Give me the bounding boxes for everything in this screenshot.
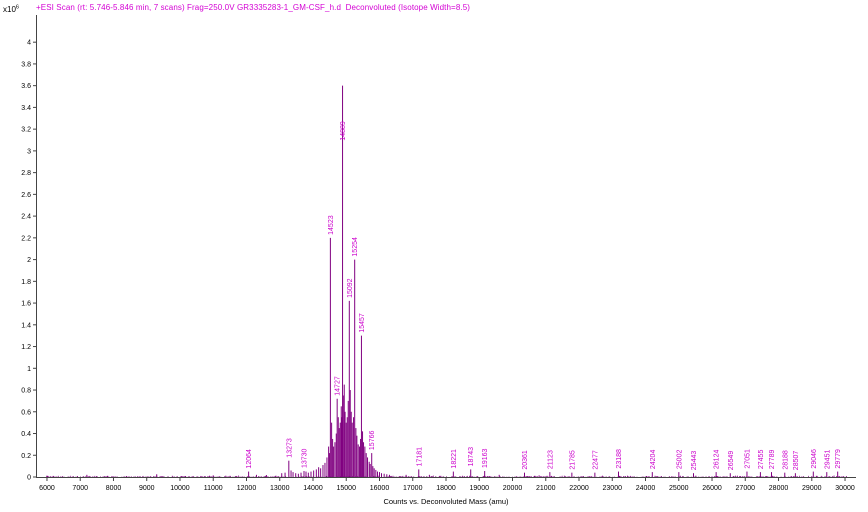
y-axis-unit-exponent: 6 <box>15 4 19 11</box>
y-tick-label: 0.2 <box>21 453 31 460</box>
peak-label: 14727 <box>335 376 342 396</box>
peak-label: 22477 <box>592 450 599 470</box>
x-tick-label: 9000 <box>139 485 155 492</box>
y-axis-ticks: 0 0.2 0.4 0.6 0.8 1 1.2 1.4 1.6 1.8 2 2.2 2.4 2.6 2.8 3… <box>21 40 36 482</box>
peak-label: 27455 <box>758 450 765 470</box>
x-tick-label: 16000 <box>370 485 390 492</box>
chart-title: +ESI Scan (rt: 5.746-5.846 min, 7 scans)… <box>36 3 471 12</box>
peak-label: 26549 <box>728 451 735 471</box>
peak-label: 27789 <box>769 450 776 470</box>
peak-label: 17181 <box>416 447 423 467</box>
y-tick-label: 0.4 <box>21 431 31 438</box>
y-tick-label: 1.8 <box>21 279 31 286</box>
x-tick-label: 11000 <box>204 485 223 492</box>
x-tick-label: 30000 <box>835 485 855 492</box>
x-tick-label: 25000 <box>669 485 689 492</box>
x-tick-label: 12000 <box>237 485 257 492</box>
labeled-peaks <box>248 85 839 477</box>
x-tick-label: 22000 <box>569 485 589 492</box>
peak-label: 14889 <box>340 121 347 141</box>
peak-label: 21123 <box>547 450 554 469</box>
peak-label: 12064 <box>246 449 253 469</box>
baseline-noise <box>46 475 847 477</box>
peak-label: 25002 <box>676 450 683 470</box>
y-tick-label: 2.2 <box>21 235 31 242</box>
peak-label: 15457 <box>359 313 366 333</box>
y-tick-label: 2.8 <box>21 170 31 177</box>
peak-label: 19163 <box>482 448 489 468</box>
x-tick-label: 24000 <box>636 485 656 492</box>
axes <box>36 15 856 478</box>
x-tick-label: 20000 <box>503 485 523 492</box>
peak-label: 29779 <box>835 449 842 469</box>
x-axis-title: Counts vs. Deconvoluted Mass (amu) <box>383 497 509 506</box>
peak-label: 14523 <box>328 215 335 235</box>
peak-label: 23188 <box>616 449 623 469</box>
y-tick-label: 1.2 <box>21 344 31 351</box>
x-tick-label: 27000 <box>736 485 756 492</box>
x-tick-label: 26000 <box>702 485 722 492</box>
peak-label: 28188 <box>782 450 789 470</box>
peak-label: 26124 <box>714 450 721 470</box>
y-tick-label: 3.4 <box>21 105 31 112</box>
y-tick-label: 1.6 <box>21 301 31 308</box>
peak-label: 15092 <box>347 278 354 298</box>
y-tick-label: 0 <box>27 475 31 482</box>
y-tick-label: 3 <box>27 148 31 155</box>
peak-label: 29046 <box>811 449 818 469</box>
x-tick-label: 7000 <box>72 485 88 492</box>
peak-label: 24204 <box>650 450 657 470</box>
peak-label: 18743 <box>468 447 475 467</box>
y-tick-label: 3.2 <box>21 127 31 134</box>
peak-label: 27051 <box>744 449 751 469</box>
x-tick-label: 17000 <box>403 485 423 492</box>
x-tick-label: 21000 <box>536 485 556 492</box>
y-tick-label: 2.4 <box>21 214 31 221</box>
y-tick-label: 3.6 <box>21 83 31 90</box>
peak-label: 18221 <box>451 449 458 469</box>
x-tick-label: 19000 <box>470 485 490 492</box>
peak-label: 20361 <box>522 450 529 470</box>
peak-label: 29451 <box>824 450 831 470</box>
peak-labels: 12064 13273 13730 14523 14727 14889 15092 15254… <box>246 121 842 470</box>
x-tick-label: 29000 <box>802 485 822 492</box>
y-axis-unit-base: x10 <box>3 5 16 14</box>
unlabeled-peaks <box>86 384 540 477</box>
x-tick-label: 13000 <box>270 485 290 492</box>
y-tick-label: 2.6 <box>21 192 31 199</box>
x-tick-label: 28000 <box>769 485 789 492</box>
x-tick-label: 10000 <box>170 485 190 492</box>
x-tick-label: 6000 <box>39 485 55 492</box>
y-tick-label: 1.4 <box>21 322 31 329</box>
peak-label: 15766 <box>369 431 376 451</box>
x-tick-label: 18000 <box>436 485 456 492</box>
x-tick-label: 15000 <box>337 485 357 492</box>
y-tick-label: 2 <box>27 257 31 264</box>
peak-label: 13730 <box>302 448 309 468</box>
peak-label: 13273 <box>286 438 293 458</box>
x-tick-label: 8000 <box>106 485 122 492</box>
y-tick-label: 0.8 <box>21 388 31 395</box>
y-tick-label: 3.8 <box>21 61 31 68</box>
peak-label: 25443 <box>691 451 698 471</box>
peak-label: 21785 <box>569 450 576 470</box>
y-tick-label: 4 <box>27 40 31 47</box>
peak-label: 28507 <box>793 451 800 471</box>
y-tick-label: 1 <box>27 366 31 373</box>
x-tick-label: 14000 <box>303 485 323 492</box>
x-tick-label: 23000 <box>603 485 623 492</box>
y-tick-label: 0.6 <box>21 409 31 416</box>
y-axis-unit: x106 <box>3 5 19 14</box>
peak-label: 15254 <box>352 237 359 257</box>
x-axis-ticks: 6000 7000 8000 9000 10000 11000 12000 13000 1400… <box>39 477 855 492</box>
